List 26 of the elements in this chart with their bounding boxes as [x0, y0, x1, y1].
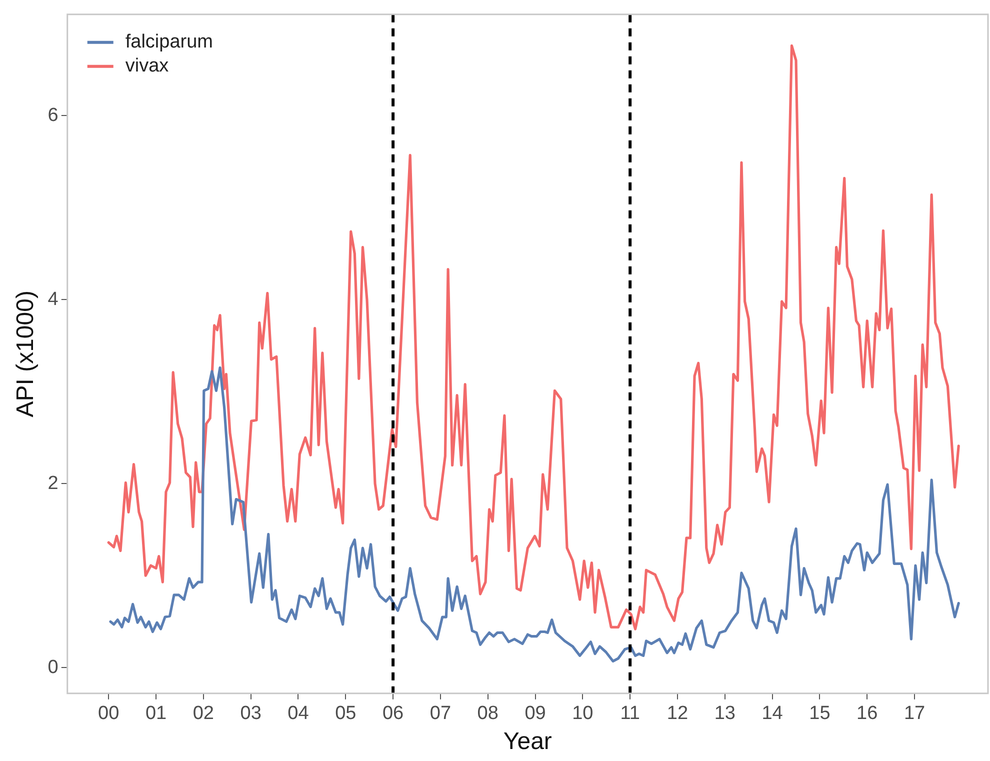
- x-tick-label: 06: [382, 703, 404, 724]
- x-tick-label: 09: [524, 703, 546, 724]
- y-tick-label: 0: [48, 656, 58, 678]
- legend-label: falciparum: [125, 32, 214, 53]
- x-tick-label: 13: [714, 703, 736, 724]
- legend-label: vivax: [125, 56, 170, 77]
- x-tick-label: 11: [620, 703, 640, 724]
- x-tick-label: 03: [240, 703, 262, 724]
- x-tick-label: 16: [856, 703, 878, 724]
- x-tick-label: 01: [145, 703, 167, 724]
- x-axis-title: Year: [503, 728, 552, 756]
- x-tick-label: 17: [904, 703, 926, 724]
- x-tick-label: 10: [572, 703, 594, 724]
- x-tick-label: 00: [98, 703, 120, 724]
- y-tick-label: 2: [48, 472, 58, 494]
- y-tick-label: 4: [48, 288, 59, 310]
- x-tick-label: 05: [335, 703, 356, 724]
- x-tick-label: 12: [666, 703, 688, 724]
- x-tick-label: 04: [288, 703, 310, 724]
- x-tick-label: 07: [430, 703, 452, 724]
- y-tick-label: 6: [48, 104, 58, 126]
- x-tick-label: 02: [192, 703, 214, 724]
- x-tick-label: 08: [477, 703, 498, 724]
- x-tick-label: 14: [762, 703, 784, 724]
- x-tick-label: 15: [809, 703, 830, 724]
- y-axis-title: API (x1000): [12, 290, 40, 418]
